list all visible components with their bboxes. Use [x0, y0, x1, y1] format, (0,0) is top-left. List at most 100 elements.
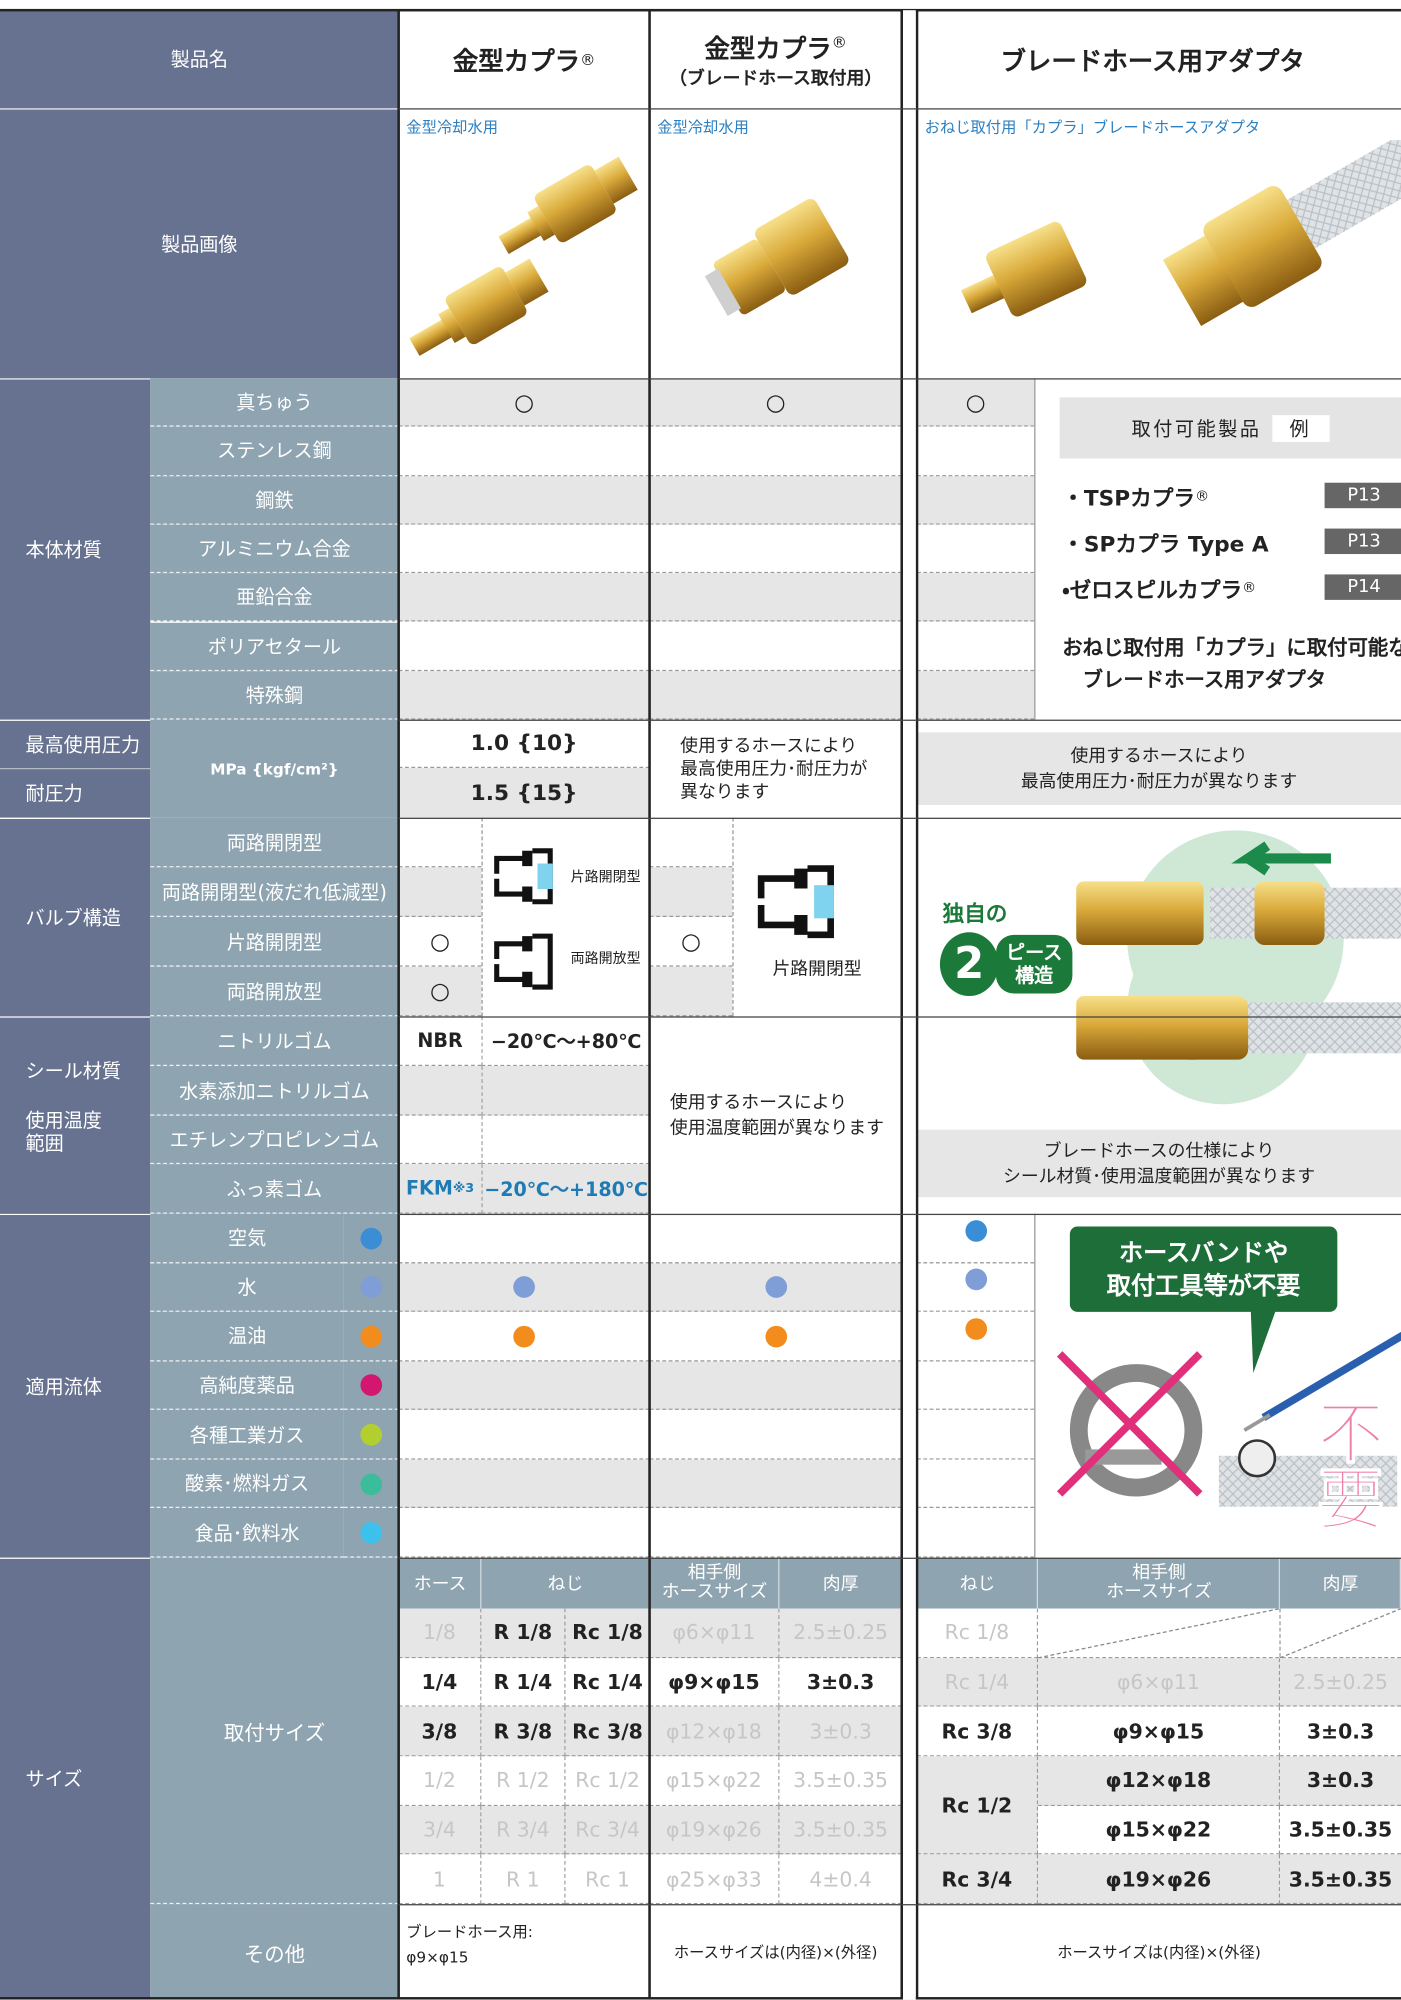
- size-cell: φ6×φ11: [1038, 1657, 1281, 1708]
- compatible-item: ・SPカプラ Type A: [1062, 521, 1329, 562]
- text: φ25×φ33: [665, 1866, 762, 1891]
- text: 取付工具等が不要: [1106, 1271, 1301, 1300]
- text: NBR: [417, 1029, 463, 1053]
- cell: [398, 1410, 650, 1460]
- text: ホースサイズ: [1106, 1581, 1212, 1603]
- size-cell: Rc 3/8: [565, 1707, 650, 1757]
- text: FKM: [405, 1176, 453, 1200]
- other-note: ホースサイズは(内径)×(外径): [650, 1904, 902, 2000]
- text: サイズ: [25, 1767, 83, 1791]
- row-label: ステンレス鋼: [150, 427, 399, 476]
- text: ○: [680, 927, 701, 955]
- size-cell: φ6×φ11: [649, 1608, 780, 1658]
- row-label: 高純度薬品: [150, 1361, 344, 1411]
- fluid-dot: [360, 1325, 383, 1348]
- compatible-note: おねじ取付用「カプラ」に取付可能な: [1062, 629, 1401, 662]
- cell: ○: [649, 917, 733, 967]
- text: 片路開閉型: [772, 959, 862, 980]
- text: −20℃～+80℃: [490, 1029, 642, 1053]
- text: 範囲: [25, 1132, 64, 1156]
- cell: [649, 867, 733, 918]
- text: 片路開閉型: [226, 930, 323, 954]
- text: R 1/8: [493, 1620, 553, 1645]
- text: 使用するホースにより: [680, 735, 858, 756]
- text: φ19×φ26: [1105, 1866, 1212, 1891]
- cell: [649, 427, 902, 476]
- row-label: 片路開閉型: [150, 917, 399, 967]
- size-cell: R 3/8: [481, 1707, 566, 1757]
- group-label: 本体材質: [0, 378, 151, 720]
- text: 4±0.4: [809, 1866, 872, 1891]
- text: 2.5±0.25: [793, 1620, 889, 1645]
- text: 使用温度範囲が異なります: [669, 1117, 884, 1138]
- row-label: エチレンプロピレンゴム: [150, 1115, 399, 1165]
- fluid-dot: [360, 1522, 383, 1544]
- illustration-svg: [409, 156, 638, 356]
- text: ホースサイズは(内径)×(外径): [673, 1943, 878, 1962]
- col-header: 肉厚: [1280, 1557, 1401, 1609]
- size-cell: φ9×φ15: [649, 1657, 780, 1708]
- group-cell: [0, 1016, 151, 1214]
- size-cell: 3/4: [398, 1805, 482, 1855]
- text: 3.5±0.35: [1288, 1866, 1393, 1891]
- text: 製品名: [170, 48, 228, 72]
- rule: [398, 1213, 1401, 1215]
- rule: [397, 10, 400, 2000]
- row-label: 水素添加ニトリルゴム: [150, 1066, 399, 1116]
- text: アルミニウム合金: [198, 537, 351, 561]
- text: φ6×φ11: [672, 1620, 756, 1645]
- fluid-dot: [360, 1374, 383, 1397]
- rule: [900, 10, 904, 2000]
- rule: [398, 1557, 1401, 1559]
- text: ・ゼロスピルカプラ: [1062, 577, 1243, 604]
- note: 使用するホースにより最高使用圧力･耐圧力が異なります: [917, 732, 1401, 805]
- size-cell: φ25×φ33: [649, 1854, 780, 1905]
- cell: [649, 1508, 902, 1558]
- size-cell: 3±0.3: [1280, 1756, 1401, 1806]
- text: ○: [430, 977, 451, 1005]
- text: 2: [954, 938, 985, 990]
- mark: ○: [650, 378, 902, 426]
- size-cell: 3±0.3: [1280, 1707, 1401, 1757]
- text: バルブ構造: [25, 906, 122, 930]
- size-cell: 3.5±0.35: [779, 1756, 902, 1806]
- text: R 1: [506, 1866, 540, 1891]
- page-tag: P14: [1324, 574, 1401, 600]
- col-header: ホース: [398, 1557, 482, 1609]
- size-cell: 1/8: [398, 1608, 482, 1658]
- no-need: 不要: [1299, 1395, 1388, 1535]
- illustration: [917, 77, 1401, 376]
- badge-number: 2: [939, 932, 999, 996]
- text: 特殊鋼: [245, 683, 304, 707]
- text: ※3: [452, 1181, 475, 1196]
- text: 肉厚: [1322, 1574, 1359, 1595]
- note: ブレードホースの仕様により シール材質･使用温度範囲が異なります: [917, 1129, 1401, 1198]
- cell: [917, 1361, 1035, 1411]
- text: 両路開放型: [570, 950, 641, 967]
- group-label: 耐圧力: [0, 768, 151, 818]
- size-cell: Rc 1: [565, 1854, 650, 1905]
- compatible-item: ・TSPカプラ ®: [1062, 475, 1329, 516]
- text: 取付可能製品: [1131, 417, 1262, 441]
- size-cell: R 3/4: [481, 1805, 566, 1855]
- size-cell: Rc 1/8: [917, 1608, 1039, 1658]
- size-cell: φ9×φ15: [1038, 1707, 1281, 1757]
- cell: [398, 1361, 650, 1411]
- text: 酸素･燃料ガス: [184, 1472, 310, 1496]
- value-cell: 1.5 {15}: [398, 768, 650, 818]
- title-line: 金型カプラ®: [704, 28, 847, 65]
- size-cell: 4±0.4: [779, 1854, 902, 1905]
- text: 1.0 {10}: [470, 730, 578, 756]
- cell: [917, 1508, 1035, 1558]
- size-cell: 1/2: [398, 1756, 482, 1806]
- text: Rc 3/4: [575, 1817, 640, 1842]
- text: 1/8: [423, 1620, 456, 1645]
- text: 3.5±0.35: [793, 1768, 889, 1793]
- text: Rc 1/2: [941, 1792, 1013, 1818]
- cell: [398, 573, 650, 623]
- rule: [398, 817, 1401, 819]
- text: P13: [1347, 531, 1381, 552]
- text: P14: [1347, 576, 1381, 598]
- text: 片路開閉型: [570, 868, 641, 886]
